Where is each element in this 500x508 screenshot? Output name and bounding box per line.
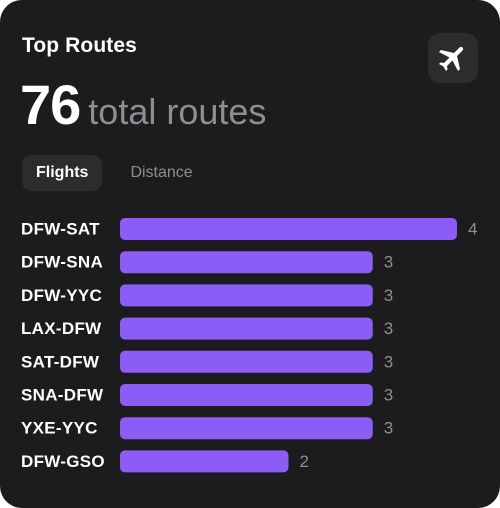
- route-value-label: 3: [384, 386, 393, 405]
- route-bar[interactable]: [120, 251, 373, 274]
- route-count-suffix: total routes: [88, 91, 267, 132]
- route-value-label: 4: [468, 220, 477, 239]
- route-bar[interactable]: [120, 450, 289, 473]
- route-label: DFW-GSO: [21, 452, 105, 471]
- route-bar[interactable]: [120, 384, 373, 406]
- airplane-icon-glyph: [438, 46, 464, 72]
- route-value-label: 3: [384, 352, 393, 371]
- route-bar[interactable]: [120, 284, 373, 307]
- route-value-label: 3: [384, 286, 393, 305]
- route-label: DFW-SNA: [21, 253, 103, 272]
- route-bar[interactable]: [120, 317, 373, 340]
- route-total: 76 total routes: [20, 72, 266, 137]
- tab-flights[interactable]: Flights: [22, 155, 103, 191]
- route-bar[interactable]: [120, 417, 373, 440]
- route-value-label: 2: [300, 452, 309, 471]
- route-label: DFW-YYC: [21, 286, 102, 305]
- route-label: YXE-YYC: [21, 419, 98, 438]
- route-value-label: 3: [384, 419, 393, 438]
- tab-distance[interactable]: Distance: [130, 164, 193, 181]
- route-count: 76: [20, 73, 81, 136]
- card-title: Top Routes: [22, 34, 137, 57]
- metric-tabs: Flights Distance: [22, 155, 207, 191]
- route-value-label: 3: [384, 319, 393, 338]
- route-bar[interactable]: [120, 350, 373, 373]
- route-value-label: 3: [384, 253, 393, 272]
- airplane-icon[interactable]: [428, 33, 478, 83]
- route-label: SNA-DFW: [21, 386, 104, 405]
- route-label: DFW-SAT: [21, 220, 100, 239]
- route-label: LAX-DFW: [21, 319, 102, 338]
- route-bar[interactable]: [120, 218, 457, 240]
- route-label: SAT-DFW: [21, 352, 100, 371]
